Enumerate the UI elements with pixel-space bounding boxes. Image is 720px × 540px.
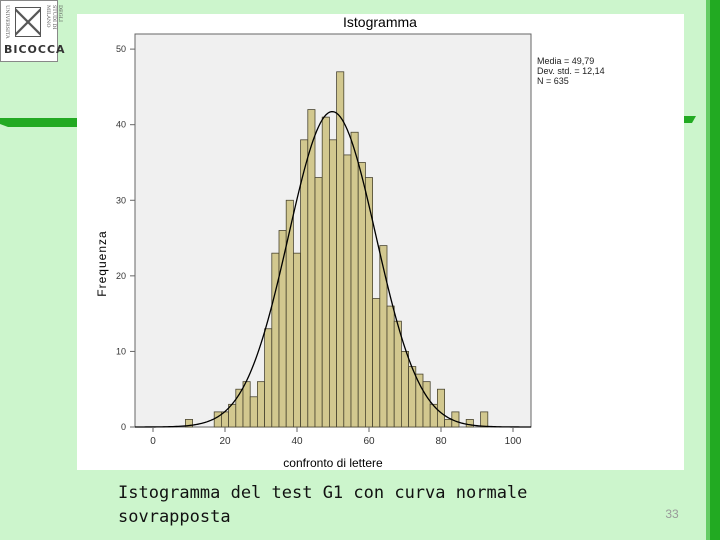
chart-panel: Istogramma 0 10 20 30 40 50 0 20 40 60 80 100 confron… [77, 14, 684, 470]
histogram-bar [307, 109, 316, 428]
y-tick-label: 40 [116, 120, 126, 130]
histogram-bar [242, 381, 251, 428]
y-tick-label: 30 [116, 195, 126, 205]
histogram-chart: Istogramma 0 10 20 30 40 50 0 20 40 60 80 100 confron… [95, 14, 605, 470]
x-tick-label: 20 [219, 436, 231, 447]
histogram-bar [328, 139, 337, 428]
y-tick-label: 0 [121, 422, 126, 432]
histogram-bar [408, 366, 417, 428]
normal-curve [135, 110, 531, 428]
x-tick-label: 40 [291, 436, 303, 447]
histogram-bar [422, 381, 431, 428]
x-axis-label: confronto di lettere [283, 456, 383, 470]
histogram-bar [300, 139, 309, 428]
histogram-bar [480, 411, 489, 428]
x-tick-label: 60 [363, 436, 375, 447]
histogram-bar [343, 154, 352, 428]
histogram-bar [357, 162, 366, 428]
y-tick-label: 20 [116, 271, 126, 281]
histogram-bar [379, 245, 388, 428]
right-edge-stripe [710, 0, 720, 540]
histogram-bar [213, 411, 222, 428]
histogram-bar [249, 396, 258, 428]
histogram-bar [393, 320, 402, 428]
page-number: 33 [665, 507, 679, 521]
y-tick-label: 50 [116, 44, 126, 54]
histogram-bar [264, 328, 273, 428]
histogram-bar [336, 71, 345, 428]
y-tick-label: 10 [116, 346, 126, 356]
histogram-bar [436, 388, 445, 428]
histogram-bar [400, 351, 409, 428]
histogram-bar [350, 131, 359, 428]
green-accent-bar-right [684, 116, 696, 123]
histogram-bar [314, 177, 323, 428]
histogram-bar [185, 419, 194, 428]
histogram-bar [292, 252, 301, 428]
histogram-bar [415, 373, 424, 428]
logo-side-text-right: DEGLI STUDI DI MILANO [45, 5, 63, 30]
histogram-bar [386, 305, 395, 428]
histogram-bar [465, 419, 474, 428]
stats-n: N = 635 [537, 76, 569, 86]
logo-text: BICOCCA [4, 43, 66, 56]
histogram-bar [444, 419, 453, 428]
university-logo: UNIVERSITÀ DEGLI STUDI DI MILANO BICOCCA [0, 0, 66, 62]
histogram-bar [285, 199, 294, 428]
chart-title: Istogramma [343, 14, 417, 30]
stats-mean: Media = 49,79 [537, 56, 594, 66]
slide-caption: Istogramma del test G1 con curva normale… [118, 483, 528, 527]
x-tick-label: 80 [435, 436, 447, 447]
x-tick-label: 100 [505, 436, 522, 447]
y-axis-label: Frequenza [95, 230, 109, 296]
logo-emblem-icon [15, 7, 41, 37]
histogram-bar [372, 298, 381, 428]
green-accent-bar-left [0, 118, 77, 127]
logo-side-text-left: UNIVERSITÀ [4, 5, 10, 39]
histogram-bar [256, 381, 265, 428]
x-tick-label: 0 [150, 436, 156, 447]
right-edge-stripe-light [706, 0, 710, 540]
histogram-bar [321, 116, 330, 428]
stats-sd: Dev. std. = 12,14 [537, 66, 605, 76]
